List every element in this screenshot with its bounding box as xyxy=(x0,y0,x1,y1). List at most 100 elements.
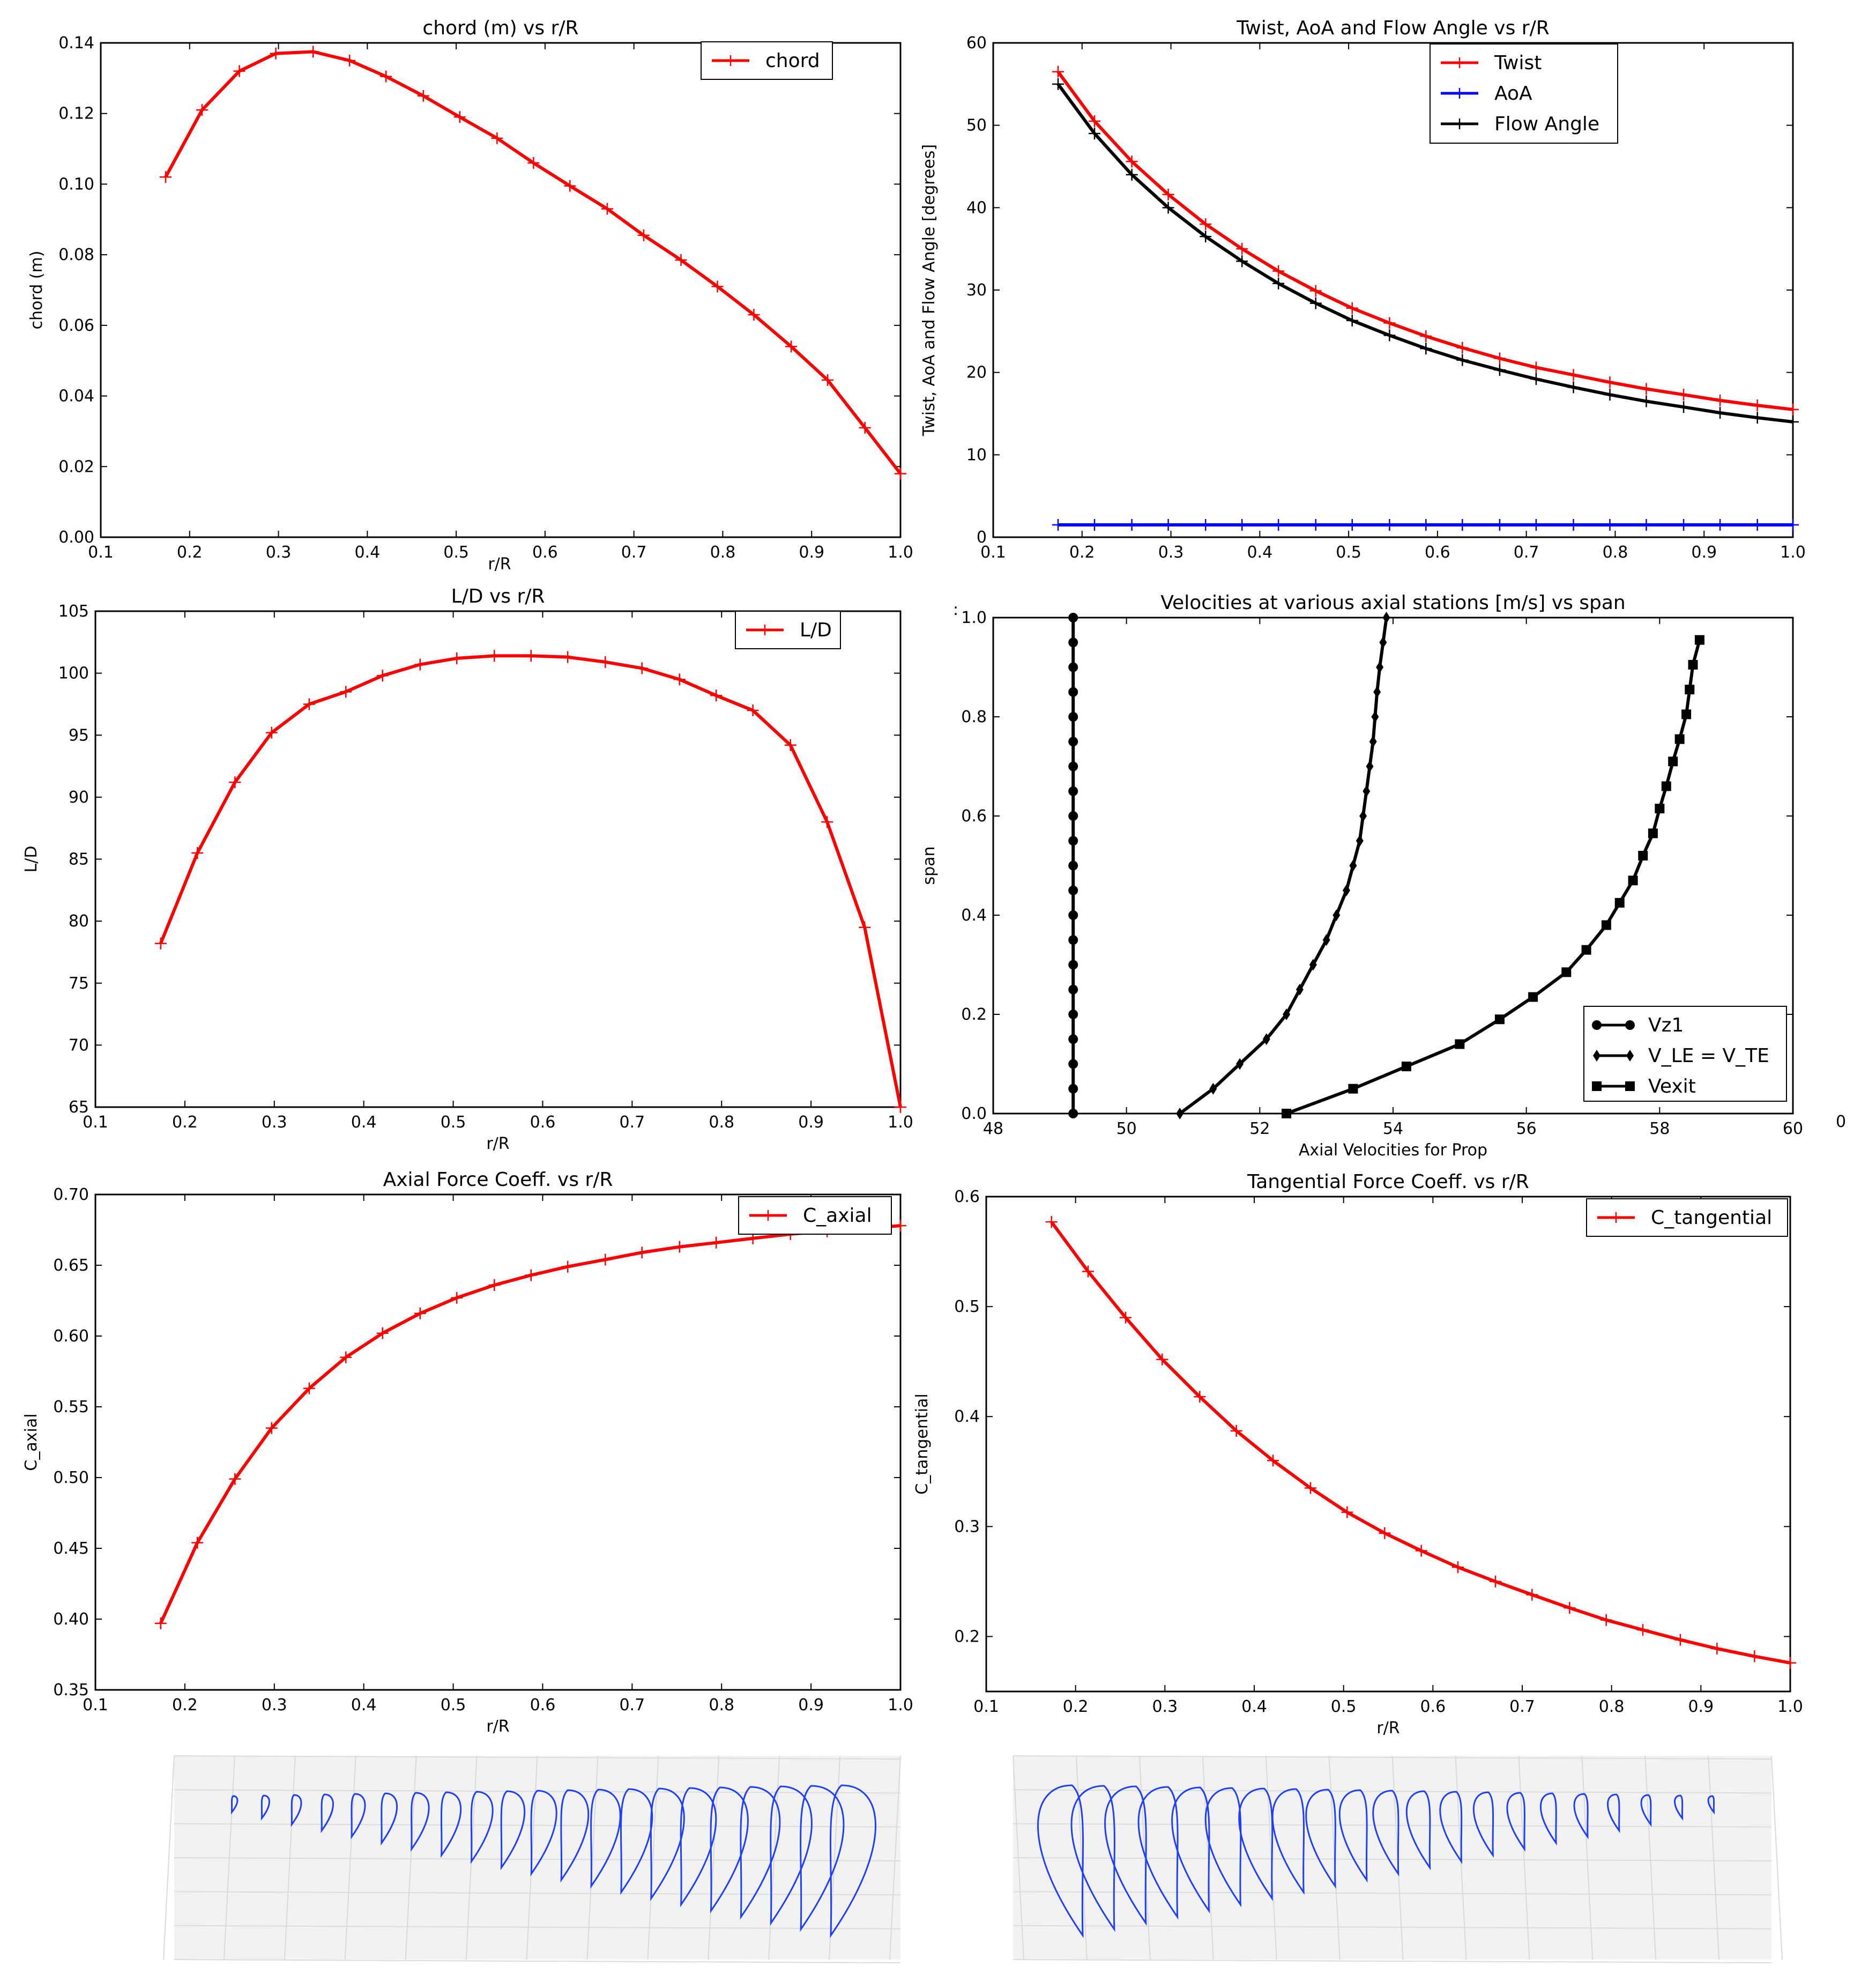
blade-section xyxy=(291,1794,302,1827)
data-point xyxy=(488,650,501,662)
data-point xyxy=(340,686,352,698)
x-axis-label: r/R xyxy=(488,555,511,574)
y-tick-label: 0.10 xyxy=(58,175,94,194)
data-point xyxy=(1230,1424,1242,1437)
y-tick-label: 60 xyxy=(966,34,987,53)
blade-section xyxy=(1405,1790,1431,1871)
data-point xyxy=(1200,518,1212,531)
legend-entry: Vexit xyxy=(1592,1075,1696,1097)
data-point xyxy=(1068,984,1078,995)
data-point xyxy=(1493,364,1506,376)
data-point xyxy=(1349,859,1357,872)
grid-line xyxy=(1771,1755,1783,1960)
data-point xyxy=(1787,518,1799,531)
data-point xyxy=(1714,394,1726,406)
legend-marker xyxy=(1592,1020,1602,1030)
chart-twist: Twist, AoA and Flow Angle vs r/R 0.1 0.2 0.… xyxy=(920,17,1806,562)
data-point xyxy=(1120,1311,1131,1324)
x-tick-label: 0.5 xyxy=(441,1696,466,1715)
data-point xyxy=(562,1260,574,1273)
grid-line xyxy=(1013,1857,1772,1861)
data-point xyxy=(637,229,650,241)
data-point xyxy=(1787,416,1799,428)
blade-section xyxy=(1640,1794,1652,1827)
series-aoa xyxy=(1052,518,1799,531)
y-tick-label: 10 xyxy=(966,446,987,464)
data-point xyxy=(1600,1614,1612,1626)
data-point xyxy=(1068,910,1078,920)
data-point xyxy=(1628,876,1638,886)
data-point xyxy=(895,1101,906,1113)
blade-section xyxy=(1473,1791,1494,1858)
data-point xyxy=(1296,983,1304,996)
chart-title: Twist, AoA and Flow Angle vs r/R xyxy=(1236,17,1549,39)
data-point xyxy=(1088,518,1100,531)
y-axis-label: L/D xyxy=(22,846,41,873)
data-point xyxy=(1052,518,1064,531)
data-point xyxy=(1309,518,1322,531)
blade-section xyxy=(411,1792,430,1852)
data-point xyxy=(417,90,429,102)
data-point xyxy=(303,698,315,710)
blade-section xyxy=(1070,1785,1115,1932)
data-point xyxy=(1236,255,1248,268)
data-point xyxy=(229,1473,241,1485)
grid-line xyxy=(405,1755,417,1960)
x-tick-label: 0.2 xyxy=(1063,1697,1089,1716)
chart-chord: chord (m) vs r/R 0.1 0.2 0.3 0.4 0.5 0.6 0.7 0.8… xyxy=(27,17,913,574)
data-point xyxy=(1493,518,1506,531)
blade-section xyxy=(1338,1789,1368,1883)
data-point xyxy=(491,132,503,144)
data-point xyxy=(1045,1216,1058,1228)
data-point xyxy=(1068,637,1078,648)
data-point xyxy=(1640,383,1652,395)
data-point xyxy=(154,937,167,949)
data-point xyxy=(1688,659,1698,670)
blade-section xyxy=(829,1784,876,1939)
legend: Twist AoA Flow Angle xyxy=(1430,43,1618,144)
data-point xyxy=(1678,518,1690,531)
data-point xyxy=(599,1253,612,1266)
x-tick-label: 56 xyxy=(1516,1119,1537,1138)
blade-section xyxy=(740,1786,781,1920)
data-point xyxy=(636,1247,648,1259)
x-tick-label: 0.1 xyxy=(973,1697,999,1716)
data-point xyxy=(599,656,612,668)
legend-marker xyxy=(763,1210,773,1221)
data-point xyxy=(1604,389,1616,401)
data-point xyxy=(1262,1033,1270,1045)
grid-line xyxy=(174,1857,901,1861)
x-tick-label: 58 xyxy=(1649,1119,1670,1138)
data-point xyxy=(1272,518,1285,531)
y-tick-label: 0.4 xyxy=(961,906,987,925)
data-point xyxy=(1341,1506,1353,1518)
grid-line xyxy=(174,1891,901,1896)
data-point xyxy=(1052,65,1064,78)
data-point xyxy=(1714,518,1726,531)
x-axis-label: r/R xyxy=(486,1717,509,1736)
chart-ld: L/D vs r/R 0.1 0.2 0.3 0.4 0.5 0.6 0.7 0.8 0.9 1.0… xyxy=(22,585,913,1153)
x-tick-label: 0.8 xyxy=(1603,543,1628,562)
data-point xyxy=(1661,781,1671,791)
legend-entry: Twist xyxy=(1441,52,1542,74)
grid-line xyxy=(174,1755,901,1760)
data-point xyxy=(1420,518,1432,531)
data-point xyxy=(191,1537,204,1549)
grid-line xyxy=(1644,1755,1657,1960)
y-tick-label: 90 xyxy=(69,788,89,807)
data-point xyxy=(747,704,759,716)
y-tick-label: 0.00 xyxy=(58,528,94,547)
data-point xyxy=(1346,302,1358,314)
data-point xyxy=(1751,399,1763,412)
data-point xyxy=(1272,265,1285,277)
data-point xyxy=(1176,1108,1184,1119)
data-point xyxy=(380,70,392,83)
x-tick-label: 52 xyxy=(1249,1119,1270,1138)
y-tick-label: 0.0 xyxy=(961,1104,987,1123)
y-tick-label: 95 xyxy=(69,726,89,745)
x-tick-label: 54 xyxy=(1383,1119,1403,1138)
x-tick-label: 0.6 xyxy=(530,1113,556,1132)
data-point xyxy=(1637,1624,1649,1636)
series-c-tangential xyxy=(1045,1216,1796,1669)
x-tick-label: 50 xyxy=(1116,1119,1137,1138)
